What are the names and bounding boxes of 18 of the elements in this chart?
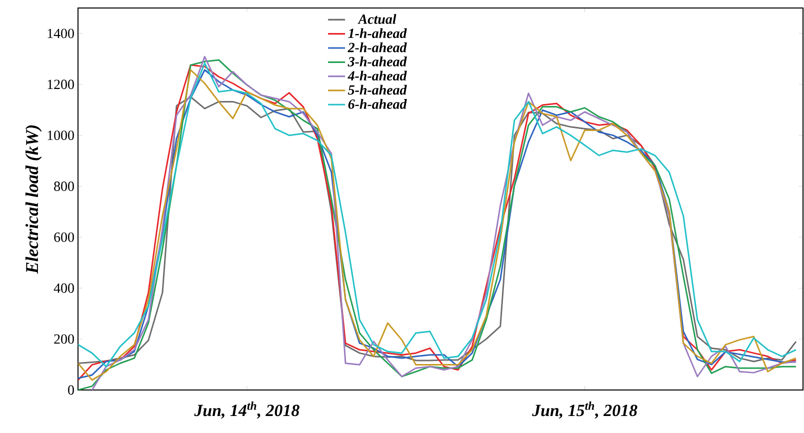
- x-tick-label: Jun, 14$^{th}$, 2018: [194, 402, 300, 419]
- legend-label: 5-h-ahead: [348, 84, 407, 95]
- x-tick-label: Jun, 15$^{th}$, 2018: [532, 402, 638, 419]
- legend-label: 6-h-ahead: [348, 99, 407, 109]
- y-tick-label: 600: [54, 232, 74, 242]
- legend-label: 3-h-ahead: [348, 56, 407, 66]
- legend-label: 2-h-ahead: [348, 42, 407, 52]
- y-tick-label: 800: [54, 182, 74, 191]
- legend-label: 4-h-ahead: [348, 70, 407, 81]
- legend-label: Actual: [358, 14, 396, 24]
- y-tick-label: 0: [68, 385, 74, 395]
- y-tick-label: 1400: [48, 28, 74, 38]
- y-tick-label: 400: [54, 283, 74, 293]
- y-tick-label: 200: [54, 334, 74, 344]
- y-tick-label: 1000: [48, 130, 74, 140]
- y-tick-label: 1200: [48, 80, 74, 90]
- legend-label: 1-h-ahead: [348, 28, 407, 38]
- y-axis-title: Electrical load (kW): [25, 125, 42, 274]
